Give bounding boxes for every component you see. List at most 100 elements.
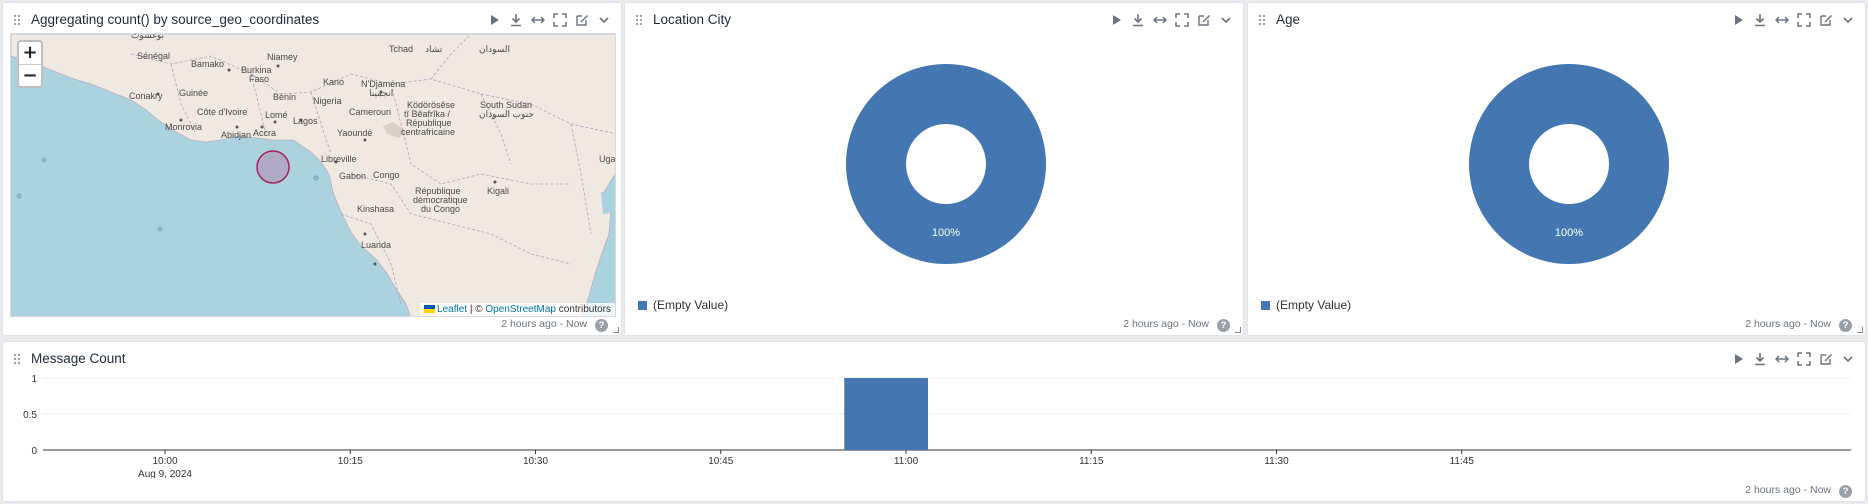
map-label: Accra xyxy=(253,128,277,138)
download-icon[interactable] xyxy=(1751,11,1769,29)
map-widget: Aggregating count() by source_geo_coordi… xyxy=(2,2,622,336)
leaflet-link[interactable]: Leaflet xyxy=(437,304,468,315)
map-canvas[interactable]: بوغشوت Sénégal Bamako Niamey Burkina Fas… xyxy=(10,33,616,317)
map-label: Guinée xyxy=(179,88,209,98)
widget-toolbar xyxy=(1729,350,1857,368)
help-icon[interactable]: ? xyxy=(1217,319,1230,332)
legend-swatch xyxy=(638,300,647,310)
map-label: جنوب السودان xyxy=(479,109,534,119)
fullscreen-icon[interactable] xyxy=(1795,350,1813,368)
map-label: Bamako xyxy=(191,59,225,69)
edit-icon[interactable] xyxy=(1817,11,1835,29)
age-widget: Age 100% (Empty Value) 2 hours ago - Now… xyxy=(1247,2,1866,336)
chevron-down-icon[interactable] xyxy=(595,11,613,29)
resize-handle-icon[interactable] xyxy=(1857,327,1863,333)
resize-handle-icon[interactable] xyxy=(613,327,619,333)
map-label: Bénin xyxy=(273,92,297,102)
x-date-label: Aug 9, 2024 xyxy=(138,469,192,478)
pie-slice[interactable] xyxy=(846,64,1046,264)
map-label: Ködörösêse xyxy=(407,100,456,110)
widget-title: Location City xyxy=(653,12,732,27)
play-icon[interactable] xyxy=(1107,11,1125,29)
location-city-widget: Location City 100% (Empty Value) 2 hours… xyxy=(624,2,1244,336)
download-icon[interactable] xyxy=(1751,350,1769,368)
help-icon[interactable]: ? xyxy=(1839,485,1852,498)
widget-toolbar xyxy=(1107,11,1235,29)
legend-label: (Empty Value) xyxy=(653,298,729,312)
download-icon[interactable] xyxy=(1129,11,1147,29)
time-range: 2 hours ago - Now xyxy=(1123,318,1209,330)
zoom-out-button[interactable]: − xyxy=(19,64,41,86)
chevron-down-icon[interactable] xyxy=(1839,11,1857,29)
zoom-in-button[interactable]: + xyxy=(22,42,38,63)
y-tick-label: 0.5 xyxy=(23,410,37,421)
map-label: Niamey xyxy=(267,52,298,62)
chevron-down-icon[interactable] xyxy=(1839,350,1857,368)
map-label: Yaoundé xyxy=(337,128,373,138)
bar[interactable] xyxy=(844,378,928,450)
expand-horizontal-icon[interactable] xyxy=(1773,350,1791,368)
edit-icon[interactable] xyxy=(573,11,591,29)
donut-chart[interactable]: 100% xyxy=(1468,63,1670,265)
x-tick-label: 11:45 xyxy=(1450,456,1475,467)
resize-handle-icon[interactable] xyxy=(1235,327,1241,333)
fullscreen-icon[interactable] xyxy=(551,11,569,29)
edit-icon[interactable] xyxy=(1195,11,1213,29)
map-label: Abidjan xyxy=(221,130,252,140)
map-label: South Sudan xyxy=(480,100,533,110)
map-label: Sénégal xyxy=(137,51,171,61)
play-icon[interactable] xyxy=(1729,11,1747,29)
widget-title: Aggregating count() by source_geo_coordi… xyxy=(31,12,320,27)
drag-handle-icon[interactable] xyxy=(635,14,643,26)
expand-horizontal-icon[interactable] xyxy=(1151,11,1169,29)
ukraine-flag-icon xyxy=(424,305,436,313)
expand-horizontal-icon[interactable] xyxy=(529,11,547,29)
chart-legend[interactable]: (Empty Value) xyxy=(1261,298,1351,312)
widget-toolbar xyxy=(485,11,613,29)
bar-chart[interactable]: 0 0.5 1 10:00 Aug 9, 2024 10:15 10:30 10:45 11:0… xyxy=(3,370,1865,478)
fullscreen-icon[interactable] xyxy=(1173,11,1191,29)
donut-chart[interactable]: 100% xyxy=(845,63,1047,265)
edit-icon[interactable] xyxy=(1817,350,1835,368)
chevron-down-icon[interactable] xyxy=(1217,11,1235,29)
map-label: Lagos xyxy=(293,116,318,126)
download-icon[interactable] xyxy=(507,11,525,29)
drag-handle-icon[interactable] xyxy=(13,353,21,365)
map-label: انجمينا xyxy=(369,88,394,98)
map-label: Faso xyxy=(249,74,270,84)
legend-label: (Empty Value) xyxy=(1276,298,1352,312)
x-tick-label: 10:45 xyxy=(708,456,733,467)
widget-title: Age xyxy=(1276,12,1301,27)
message-count-widget: Message Count 0 0.5 1 10:00 Aug 9, 2024 10:15… xyxy=(2,341,1866,502)
help-icon[interactable]: ? xyxy=(1839,319,1852,332)
map-label: N'Djaména xyxy=(361,79,406,89)
map-label: Tchad xyxy=(389,44,414,54)
drag-handle-icon[interactable] xyxy=(1258,14,1266,26)
widget-title: Message Count xyxy=(31,351,126,366)
widget-toolbar xyxy=(1729,11,1857,29)
play-icon[interactable] xyxy=(485,11,503,29)
map-label: Burkina xyxy=(241,65,272,75)
map-label: République xyxy=(415,186,461,196)
help-icon[interactable]: ? xyxy=(595,319,608,332)
attribution-separator: | © xyxy=(467,304,486,315)
play-icon[interactable] xyxy=(1729,350,1747,368)
map-label: centrafricaine xyxy=(401,127,456,137)
map-label: Lomé xyxy=(265,110,288,120)
drag-handle-icon[interactable] xyxy=(13,14,21,26)
map-label: du Congo xyxy=(421,204,461,214)
map-label: tî Bêafrîka / xyxy=(404,109,451,119)
map-label: Kinshasa xyxy=(357,204,395,214)
chart-legend[interactable]: (Empty Value) xyxy=(638,298,728,312)
slice-label: 100% xyxy=(932,227,960,239)
x-tick-label: 10:30 xyxy=(523,456,548,467)
expand-horizontal-icon[interactable] xyxy=(1773,11,1791,29)
fullscreen-icon[interactable] xyxy=(1795,11,1813,29)
x-tick-label: 11:15 xyxy=(1079,456,1104,467)
map-label: Congo xyxy=(373,170,400,180)
time-range: 2 hours ago - Now xyxy=(501,318,587,330)
map-label: démocratique xyxy=(413,195,468,205)
pie-slice[interactable] xyxy=(1469,64,1669,264)
osm-link[interactable]: OpenStreetMap xyxy=(485,304,556,315)
map-label: Uga xyxy=(599,154,616,164)
